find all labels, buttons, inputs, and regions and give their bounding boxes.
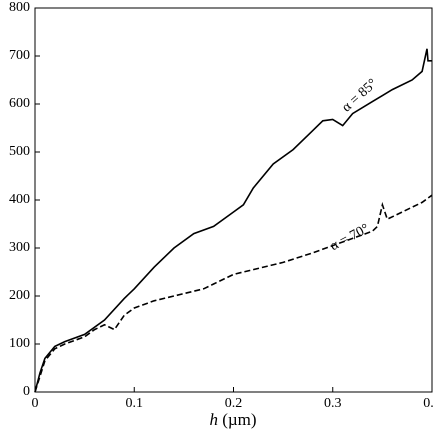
y-tick-label: 700 [9, 48, 30, 63]
y-tick-label: 400 [9, 192, 30, 207]
y-tick-label: 300 [9, 240, 30, 255]
x-tick-label: 0.3 [324, 396, 342, 411]
x-tick-label: 0 [32, 396, 39, 411]
y-tick-label: 0 [23, 384, 30, 399]
y-tick-label: 500 [9, 144, 30, 159]
y-tick-label: 200 [9, 288, 30, 303]
x-label-unit: (µm) [222, 410, 256, 429]
series-line [34, 48, 432, 393]
y-tick-label: 100 [9, 336, 30, 351]
x-tick-label: 0.4 [423, 396, 434, 411]
series-annotation: α = 70° [328, 221, 372, 254]
x-axis-label: h (µm) [209, 410, 256, 429]
x-label-var: h [209, 410, 218, 429]
x-tick-label: 0.2 [225, 396, 243, 411]
y-tick-label: 800 [9, 0, 30, 15]
series-line [34, 194, 433, 393]
x-tick-label: 0.1 [126, 396, 144, 411]
y-tick-label: 600 [9, 96, 30, 111]
plot-frame [34, 7, 433, 393]
